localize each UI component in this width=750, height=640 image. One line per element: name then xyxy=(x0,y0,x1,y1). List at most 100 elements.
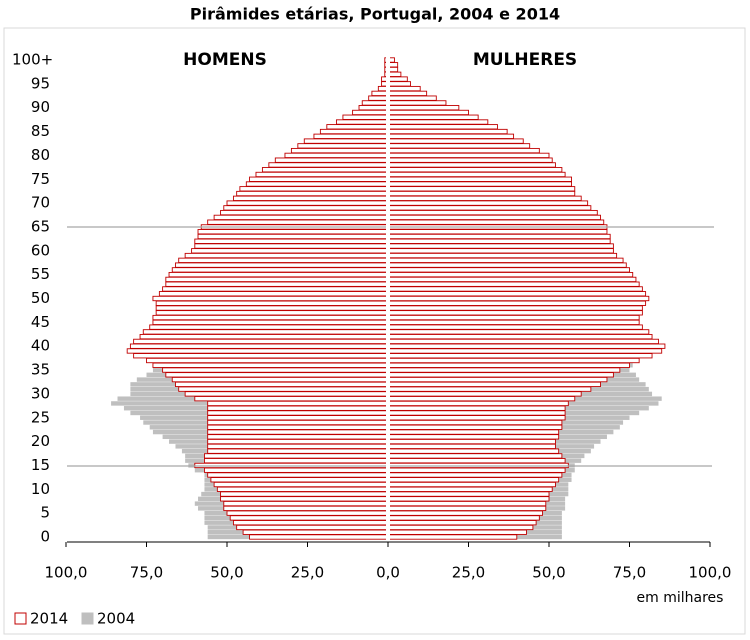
bar xyxy=(387,233,611,240)
bar xyxy=(194,396,389,402)
bar xyxy=(387,157,553,163)
bar xyxy=(387,252,618,259)
bar xyxy=(223,500,389,507)
bar xyxy=(387,496,550,502)
bar xyxy=(207,219,389,225)
bar xyxy=(387,238,611,244)
bar xyxy=(155,300,389,306)
legend-label: 2014 xyxy=(30,610,68,628)
bar xyxy=(387,214,601,221)
bar xyxy=(387,443,556,450)
bar xyxy=(387,419,563,426)
bar xyxy=(387,243,614,249)
bar xyxy=(387,372,614,378)
chart-frame xyxy=(3,27,746,635)
bar xyxy=(236,190,389,197)
bar xyxy=(223,205,389,211)
bar xyxy=(204,458,389,464)
bar xyxy=(387,276,637,283)
bar xyxy=(236,524,389,531)
bar xyxy=(387,381,601,388)
bar xyxy=(232,195,389,201)
bar xyxy=(387,152,550,159)
bar xyxy=(155,305,389,311)
bar xyxy=(274,157,389,163)
bar xyxy=(387,391,582,397)
bar xyxy=(387,119,489,125)
bar xyxy=(319,128,389,135)
bar xyxy=(387,467,566,473)
bar xyxy=(207,410,389,416)
bar xyxy=(168,272,389,278)
bar xyxy=(387,205,592,211)
bar xyxy=(207,424,389,430)
x-tick-label: 100,0 xyxy=(45,564,88,582)
bar xyxy=(387,448,560,454)
bar xyxy=(387,272,634,278)
bar xyxy=(326,124,389,130)
bar xyxy=(207,400,389,407)
bar xyxy=(387,262,627,268)
bar xyxy=(191,248,389,254)
y-tick-label: 60 xyxy=(31,241,50,259)
bar xyxy=(387,209,598,216)
y-tick-label: 15 xyxy=(31,456,50,474)
bar xyxy=(387,438,556,445)
bar xyxy=(387,310,643,316)
bar xyxy=(387,128,508,135)
bar xyxy=(387,524,534,531)
bar xyxy=(165,276,389,283)
bar xyxy=(152,362,389,368)
y-tick-label: 80 xyxy=(31,146,50,164)
x-tick-label: 0,0 xyxy=(376,564,400,582)
legend-swatch xyxy=(81,612,94,625)
bar xyxy=(387,105,460,111)
bar xyxy=(171,267,389,273)
bar xyxy=(387,405,566,411)
bar xyxy=(152,319,389,325)
bar xyxy=(249,176,389,182)
bar xyxy=(178,257,389,263)
bar xyxy=(387,500,547,507)
bar xyxy=(387,486,553,492)
y-tick-label: 75 xyxy=(31,170,50,188)
bar xyxy=(387,424,563,430)
bar xyxy=(387,219,605,225)
bar xyxy=(284,152,389,159)
legend-swatch xyxy=(14,612,27,625)
bar xyxy=(387,109,469,116)
y-tick-label: 25 xyxy=(31,408,50,426)
bar xyxy=(232,520,389,526)
bar xyxy=(387,348,663,354)
bar xyxy=(255,171,389,178)
bar xyxy=(387,147,540,154)
bar xyxy=(368,95,389,101)
bar xyxy=(162,367,389,373)
y-tick-label: 85 xyxy=(31,122,50,140)
bar xyxy=(133,338,389,345)
y-tick-label: 0 xyxy=(40,528,50,546)
bar xyxy=(387,505,547,512)
y-tick-label: 50 xyxy=(31,289,50,307)
bar xyxy=(387,76,408,82)
bar xyxy=(175,262,389,268)
bar xyxy=(336,119,389,125)
y-tick-label: 30 xyxy=(31,384,50,402)
x-axis-label: em milhares xyxy=(637,590,724,606)
y-tick-label: 20 xyxy=(31,432,50,450)
bar xyxy=(342,114,389,120)
bar xyxy=(207,448,389,454)
bar xyxy=(197,229,389,235)
bar xyxy=(207,415,389,421)
bar xyxy=(387,477,560,483)
bar xyxy=(204,467,389,473)
bar xyxy=(216,486,389,492)
bar xyxy=(129,343,389,349)
bar xyxy=(387,415,566,421)
x-tick-label: 75,0 xyxy=(130,564,163,582)
bar xyxy=(387,195,582,201)
bar xyxy=(158,291,389,297)
bar xyxy=(387,248,614,254)
x-tick-label: 50,0 xyxy=(210,564,243,582)
bar xyxy=(387,376,608,383)
